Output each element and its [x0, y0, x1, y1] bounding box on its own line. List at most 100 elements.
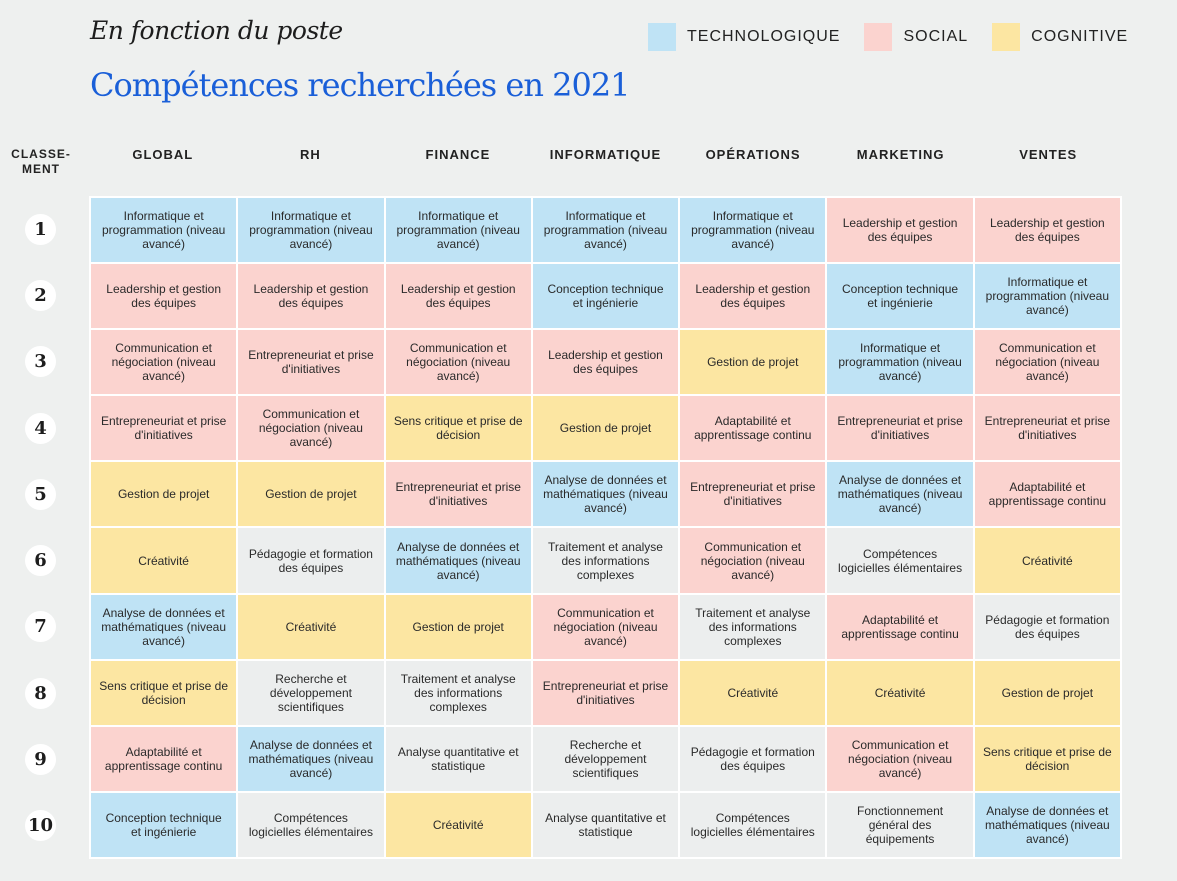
table-cell: Entrepreneuriat et prise d'initiatives [385, 462, 531, 527]
table-cell: Recherche et développement scientifiques [238, 660, 384, 725]
column-header: GLOBAL [132, 147, 194, 162]
table-cell: Analyse quantitative et statistique [532, 792, 679, 857]
rank-badge: 9 [25, 744, 56, 776]
column-header: VENTES [1019, 147, 1078, 162]
table-cell: Pédagogie et formation des équipes [238, 528, 384, 593]
table-cell: Leadership et gestion des équipes [238, 264, 384, 329]
legend-item: COGNITIVE [992, 23, 1128, 51]
table-cell: Analyse de données et mathématiques (niv… [532, 462, 679, 527]
table-cell: Entrepreneuriat et prise d'initiatives [974, 396, 1120, 461]
table-cell: Adaptabilité et apprentissage continu [827, 594, 973, 659]
column-header: OPÉRATIONS [705, 147, 801, 162]
table-cell: Sens critique et prise de décision [91, 660, 237, 725]
table-cell: Compétences logicielles élémentaires [827, 528, 973, 593]
legend-swatch [992, 23, 1021, 51]
table-cell: Communication et négociation (niveau ava… [974, 330, 1120, 395]
rank-badge: 1 [25, 213, 56, 245]
table-cell: Analyse de données et mathématiques (niv… [238, 726, 384, 791]
table-cell: Communication et négociation (niveau ava… [680, 528, 826, 593]
table-cell: Adaptabilité et apprentissage continu [974, 462, 1120, 527]
table-cell: Recherche et développement scientifiques [532, 726, 679, 791]
table-cell: Entrepreneuriat et prise d'initiatives [532, 660, 679, 725]
skills-table: Informatique et programmation (niveau av… [89, 196, 1122, 859]
table-cell: Fonctionnement général des équipements [827, 792, 973, 857]
table-cell: Informatique et programmation (niveau av… [974, 264, 1120, 329]
rank-badge: 6 [25, 545, 56, 577]
table-cell: Sens critique et prise de décision [974, 726, 1120, 791]
rank-header: CLASSE- MENT [11, 147, 71, 176]
legend: TECHNOLOGIQUE SOCIAL COGNITIVE [648, 23, 1152, 51]
table-cell: Gestion de projet [91, 462, 237, 527]
table-cell: Compétences logicielles élémentaires [680, 792, 826, 857]
legend-label: SOCIAL [903, 28, 969, 45]
table-cell: Communication et négociation (niveau ava… [238, 396, 384, 461]
table-cell: Informatique et programmation (niveau av… [91, 198, 237, 263]
table-cell: Pédagogie et formation des équipes [680, 726, 826, 791]
table-cell: Sens critique et prise de décision [385, 396, 531, 461]
legend-swatch [648, 23, 676, 51]
table-cell: Créativité [827, 660, 973, 725]
table-cell: Leadership et gestion des équipes [532, 330, 679, 395]
rank-badge: 5 [25, 478, 56, 510]
table-cell: Informatique et programmation (niveau av… [532, 198, 679, 263]
column-header: INFORMATIQUE [549, 147, 662, 162]
page-title: Compétences recherchées en 2021 [90, 66, 631, 104]
column-header: MARKETING [856, 147, 945, 162]
table-cell: Entrepreneuriat et prise d'initiatives [238, 330, 384, 395]
table-cell: Créativité [91, 528, 237, 593]
table-cell: Informatique et programmation (niveau av… [385, 198, 531, 263]
table-cell: Créativité [385, 792, 531, 857]
table-cell: Pédagogie et formation des équipes [974, 594, 1120, 659]
table-cell: Communication et négociation (niveau ava… [385, 330, 531, 395]
table-cell: Informatique et programmation (niveau av… [238, 198, 384, 263]
table-cell: Leadership et gestion des équipes [385, 264, 531, 329]
table-cell: Communication et négociation (niveau ava… [532, 594, 679, 659]
table-cell: Analyse de données et mathématiques (niv… [974, 792, 1120, 857]
table-cell: Conception technique et ingénierie [827, 264, 973, 329]
table-cell: Leadership et gestion des équipes [680, 264, 826, 329]
table-cell: Informatique et programmation (niveau av… [827, 330, 973, 395]
column-header: FINANCE [425, 147, 491, 162]
table-cell: Leadership et gestion des équipes [827, 198, 973, 263]
table-cell: Traitement et analyse des informations c… [385, 660, 531, 725]
table-cell: Gestion de projet [974, 660, 1120, 725]
legend-swatch [864, 23, 893, 51]
table-cell: Entrepreneuriat et prise d'initiatives [91, 396, 237, 461]
rank-badge: 7 [25, 611, 56, 643]
legend-item: TECHNOLOGIQUE [648, 23, 840, 51]
table-cell: Gestion de projet [385, 594, 531, 659]
table-cell: Analyse de données et mathématiques (niv… [385, 528, 531, 593]
table-cell: Gestion de projet [680, 330, 826, 395]
table-cell: Communication et négociation (niveau ava… [827, 726, 973, 791]
column-header: RH [299, 147, 321, 162]
rank-badge: 3 [25, 346, 56, 378]
table-cell: Créativité [974, 528, 1120, 593]
table-cell: Créativité [238, 594, 384, 659]
table-cell: Entrepreneuriat et prise d'initiatives [827, 396, 973, 461]
subtitle: En fonction du poste [90, 16, 343, 45]
rank-badge: 2 [25, 279, 56, 311]
rank-badge: 8 [25, 677, 56, 709]
table-cell: Leadership et gestion des équipes [91, 264, 237, 329]
table-cell: Analyse de données et mathématiques (niv… [827, 462, 973, 527]
table-cell: Analyse de données et mathématiques (niv… [91, 594, 237, 659]
table-cell: Adaptabilité et apprentissage continu [680, 396, 826, 461]
table-cell: Créativité [680, 660, 826, 725]
table-cell: Traitement et analyse des informations c… [680, 594, 826, 659]
rank-badge: 10 [25, 810, 56, 842]
table-cell: Compétences logicielles élémentaires [238, 792, 384, 857]
table-cell: Conception technique et ingénierie [91, 792, 237, 857]
table-cell: Conception technique et ingénierie [532, 264, 679, 329]
table-cell: Gestion de projet [238, 462, 384, 527]
table-cell: Communication et négociation (niveau ava… [91, 330, 237, 395]
table-cell: Adaptabilité et apprentissage continu [91, 726, 237, 791]
table-cell: Analyse quantitative et statistique [385, 726, 531, 791]
table-cell: Entrepreneuriat et prise d'initiatives [680, 462, 826, 527]
legend-item: SOCIAL [864, 23, 968, 51]
legend-label: COGNITIVE [1031, 28, 1129, 45]
table-cell: Leadership et gestion des équipes [974, 198, 1120, 263]
legend-label: TECHNOLOGIQUE [687, 28, 841, 45]
table-cell: Traitement et analyse des informations c… [532, 528, 679, 593]
table-cell: Informatique et programmation (niveau av… [680, 198, 826, 263]
table-cell: Gestion de projet [532, 396, 679, 461]
